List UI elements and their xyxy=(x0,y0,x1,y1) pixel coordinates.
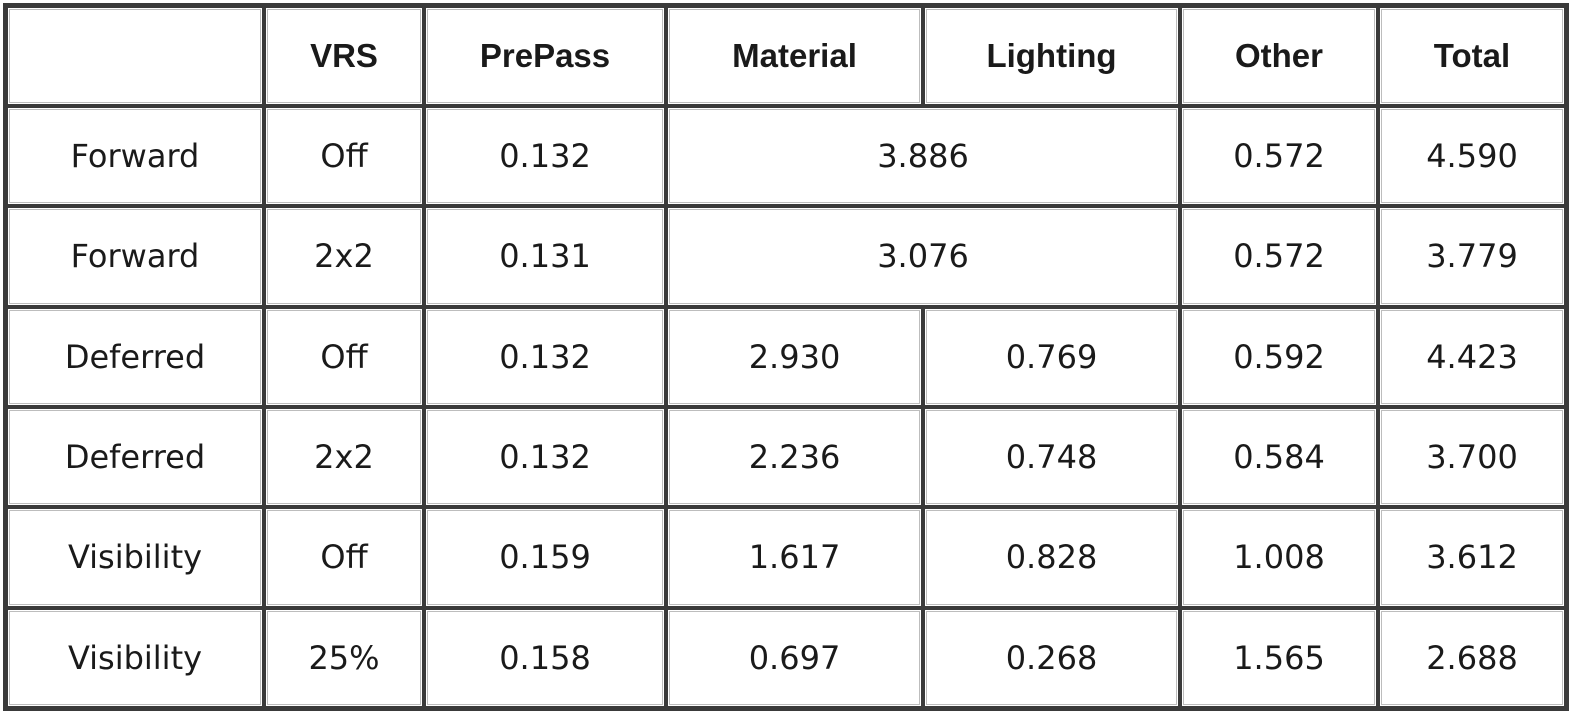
cell-material-lighting: 3.886 xyxy=(666,106,1180,207)
cell-lighting: 0.268 xyxy=(923,607,1180,708)
cell-material: 2.236 xyxy=(666,406,923,508)
cell-other: 1.565 xyxy=(1180,607,1378,708)
cell-total: 4.590 xyxy=(1378,106,1566,207)
header-total: Total xyxy=(1378,6,1566,106)
cell-vrs: 2x2 xyxy=(264,406,424,508)
cell-other: 1.008 xyxy=(1180,507,1378,608)
cell-prepass: 0.159 xyxy=(424,507,666,608)
cell-vrs: 2x2 xyxy=(264,206,424,307)
cell-total: 2.688 xyxy=(1378,607,1566,708)
cell-prepass: 0.131 xyxy=(424,206,666,307)
header-row: VRS PrePass Material Lighting Other Tota… xyxy=(6,6,1566,106)
cell-method: Visibility xyxy=(6,607,264,708)
cell-vrs: Off xyxy=(264,306,424,407)
cell-vrs: Off xyxy=(264,106,424,207)
cell-other: 0.592 xyxy=(1180,306,1378,407)
cell-other: 0.572 xyxy=(1180,106,1378,207)
header-material: Material xyxy=(666,6,923,106)
cell-material: 2.930 xyxy=(666,306,923,407)
table-row: Deferred Off 0.132 2.930 0.769 0.592 4.4… xyxy=(6,306,1566,407)
cell-other: 0.584 xyxy=(1180,406,1378,508)
table-row: Forward Off 0.132 3.886 0.572 4.590 xyxy=(6,106,1566,207)
cell-other: 0.572 xyxy=(1180,206,1378,307)
header-vrs: VRS xyxy=(264,6,424,106)
cell-lighting: 0.748 xyxy=(923,406,1180,508)
cell-method: Deferred xyxy=(6,406,264,508)
table-row: Visibility 25% 0.158 0.697 0.268 1.565 2… xyxy=(6,607,1566,708)
header-other: Other xyxy=(1180,6,1378,106)
cell-material: 1.617 xyxy=(666,507,923,608)
cell-vrs: Off xyxy=(264,507,424,608)
cell-method: Forward xyxy=(6,206,264,307)
cell-total: 3.700 xyxy=(1378,406,1566,508)
performance-table: VRS PrePass Material Lighting Other Tota… xyxy=(3,3,1569,711)
table-row: Visibility Off 0.159 1.617 0.828 1.008 3… xyxy=(6,507,1566,608)
table-row: Deferred 2x2 0.132 2.236 0.748 0.584 3.7… xyxy=(6,406,1566,508)
cell-vrs: 25% xyxy=(264,607,424,708)
cell-method: Forward xyxy=(6,106,264,207)
header-corner xyxy=(6,6,264,106)
cell-method: Visibility xyxy=(6,507,264,608)
header-prepass: PrePass xyxy=(424,6,666,106)
cell-material: 0.697 xyxy=(666,607,923,708)
cell-prepass: 0.132 xyxy=(424,106,666,207)
cell-total: 3.612 xyxy=(1378,507,1566,608)
cell-method: Deferred xyxy=(6,306,264,407)
cell-total: 4.423 xyxy=(1378,306,1566,407)
cell-lighting: 0.769 xyxy=(923,306,1180,407)
cell-material-lighting: 3.076 xyxy=(666,206,1180,307)
cell-prepass: 0.132 xyxy=(424,406,666,508)
cell-prepass: 0.132 xyxy=(424,306,666,407)
header-lighting: Lighting xyxy=(923,6,1180,106)
cell-total: 3.779 xyxy=(1378,206,1566,307)
cell-lighting: 0.828 xyxy=(923,507,1180,608)
cell-prepass: 0.158 xyxy=(424,607,666,708)
table-row: Forward 2x2 0.131 3.076 0.572 3.779 xyxy=(6,206,1566,307)
